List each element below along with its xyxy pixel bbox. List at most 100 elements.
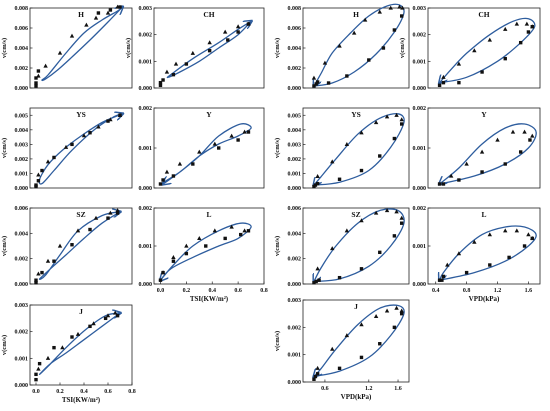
square-point xyxy=(158,278,163,282)
square-point xyxy=(158,182,163,186)
panel-title: Y xyxy=(481,110,487,119)
triangle-point xyxy=(36,366,41,371)
x-tick-label: 0.6 xyxy=(234,288,242,294)
square-point xyxy=(96,11,101,15)
square-point xyxy=(115,313,120,318)
square-point xyxy=(337,177,342,181)
panel-title: Y xyxy=(206,110,212,119)
y-tick-label: 0.000 xyxy=(413,282,427,288)
triangle-point xyxy=(81,133,87,138)
y-tick-label: 0.000 xyxy=(139,186,153,192)
triangle-point xyxy=(36,172,41,177)
triangle-point xyxy=(222,29,228,34)
square-point xyxy=(437,83,442,88)
y-tick-label: 0.002 xyxy=(15,330,29,336)
plot-frame xyxy=(427,7,541,89)
square-point xyxy=(36,69,41,73)
plot-frame xyxy=(302,299,410,383)
square-point xyxy=(312,84,316,88)
square-point xyxy=(392,325,397,330)
y-tick-label: 0.005 xyxy=(288,113,302,119)
y-axis-label: v(cm/s) xyxy=(399,38,406,58)
plot-frame xyxy=(153,107,265,189)
square-point xyxy=(312,281,316,285)
y-tick-label: 0.004 xyxy=(288,128,302,134)
square-point xyxy=(37,361,42,366)
triangle-point xyxy=(373,120,379,125)
square-point xyxy=(184,62,189,66)
square-point xyxy=(530,236,534,241)
x-tick-label: 0.8 xyxy=(128,389,136,395)
triangle-point xyxy=(472,239,477,244)
y-tick-label: 0.006 xyxy=(15,26,29,32)
square-point xyxy=(40,270,44,275)
y-tick-label: 0.001 xyxy=(139,146,153,152)
triangle-point xyxy=(229,133,234,138)
panel-title: SZ xyxy=(351,210,360,219)
square-point xyxy=(106,216,110,220)
triangle-point xyxy=(441,74,446,79)
triangle-point xyxy=(359,130,364,135)
x-tick-label: 0.2 xyxy=(183,288,191,294)
hysteresis-curve xyxy=(38,212,120,280)
square-point xyxy=(441,80,446,85)
triangle-point xyxy=(93,215,99,220)
triangle-point xyxy=(487,232,492,237)
square-point xyxy=(161,78,165,82)
triangle-point xyxy=(464,161,469,166)
triangle-point xyxy=(93,15,99,20)
panel-5: YS 0.000 0.001 0.002 0.003 0.004 0.005 v(cm/s) xyxy=(1,107,133,192)
hysteresis-curve xyxy=(160,123,252,184)
y-tick-label: 0.004 xyxy=(288,46,302,52)
square-point xyxy=(326,81,331,85)
hysteresis-curve xyxy=(314,208,405,282)
square-point xyxy=(226,38,230,42)
plot-frame xyxy=(427,107,541,189)
triangle-point xyxy=(384,114,390,119)
y-tick-label: 0.003 xyxy=(15,142,29,148)
x-tick-label: 0.4 xyxy=(432,288,440,294)
square-point xyxy=(507,255,511,260)
hysteresis-curve xyxy=(38,114,122,185)
triangle-point xyxy=(322,60,328,65)
triangle-point xyxy=(75,331,81,336)
triangle-point xyxy=(344,141,350,146)
y-tick-label: 0.008 xyxy=(288,6,302,12)
square-point xyxy=(236,30,240,34)
y-tick-label: 0.000 xyxy=(15,186,29,192)
triangle-point xyxy=(526,232,531,237)
triangle-point xyxy=(479,149,485,154)
square-point xyxy=(337,275,342,280)
y-tick-label: 0.000 xyxy=(413,86,427,92)
y-tick-label: 0.001 xyxy=(15,171,29,177)
y-tick-label: 0.001 xyxy=(413,146,427,152)
y-tick-label: 0.002 xyxy=(139,33,153,39)
triangle-point xyxy=(394,209,399,214)
triangle-point xyxy=(242,228,247,233)
y-tick-label: 0.002 xyxy=(413,106,427,112)
y-tick-label: 0.004 xyxy=(288,231,302,237)
x-tick-label: 1.6 xyxy=(394,386,402,392)
triangle-point xyxy=(164,69,170,74)
triangle-point xyxy=(113,310,118,315)
triangle-point xyxy=(164,169,170,174)
y-tick-label: 0.002 xyxy=(15,257,29,263)
square-point xyxy=(399,311,404,316)
triangle-point xyxy=(530,133,535,138)
plot-frame xyxy=(29,304,133,386)
square-point xyxy=(313,183,318,187)
triangle-point xyxy=(45,159,51,164)
y-tick-label: 0.000 xyxy=(413,186,427,192)
square-point xyxy=(217,146,221,150)
triangle-point xyxy=(487,37,492,42)
square-point xyxy=(34,281,38,285)
square-point xyxy=(70,243,74,247)
triangle-point xyxy=(96,124,101,129)
panel-14: J 0.000 0.001 0.002 0.003 0.6 1.2 1.6 v(cm/s) VPD… xyxy=(274,298,410,401)
y-tick-label: 0.000 xyxy=(288,86,302,92)
square-point xyxy=(381,46,386,50)
x-tick-label: 0.0 xyxy=(32,389,40,395)
y-tick-label: 0.002 xyxy=(413,206,427,212)
y-tick-label: 0.002 xyxy=(413,33,427,39)
square-point xyxy=(207,48,212,53)
